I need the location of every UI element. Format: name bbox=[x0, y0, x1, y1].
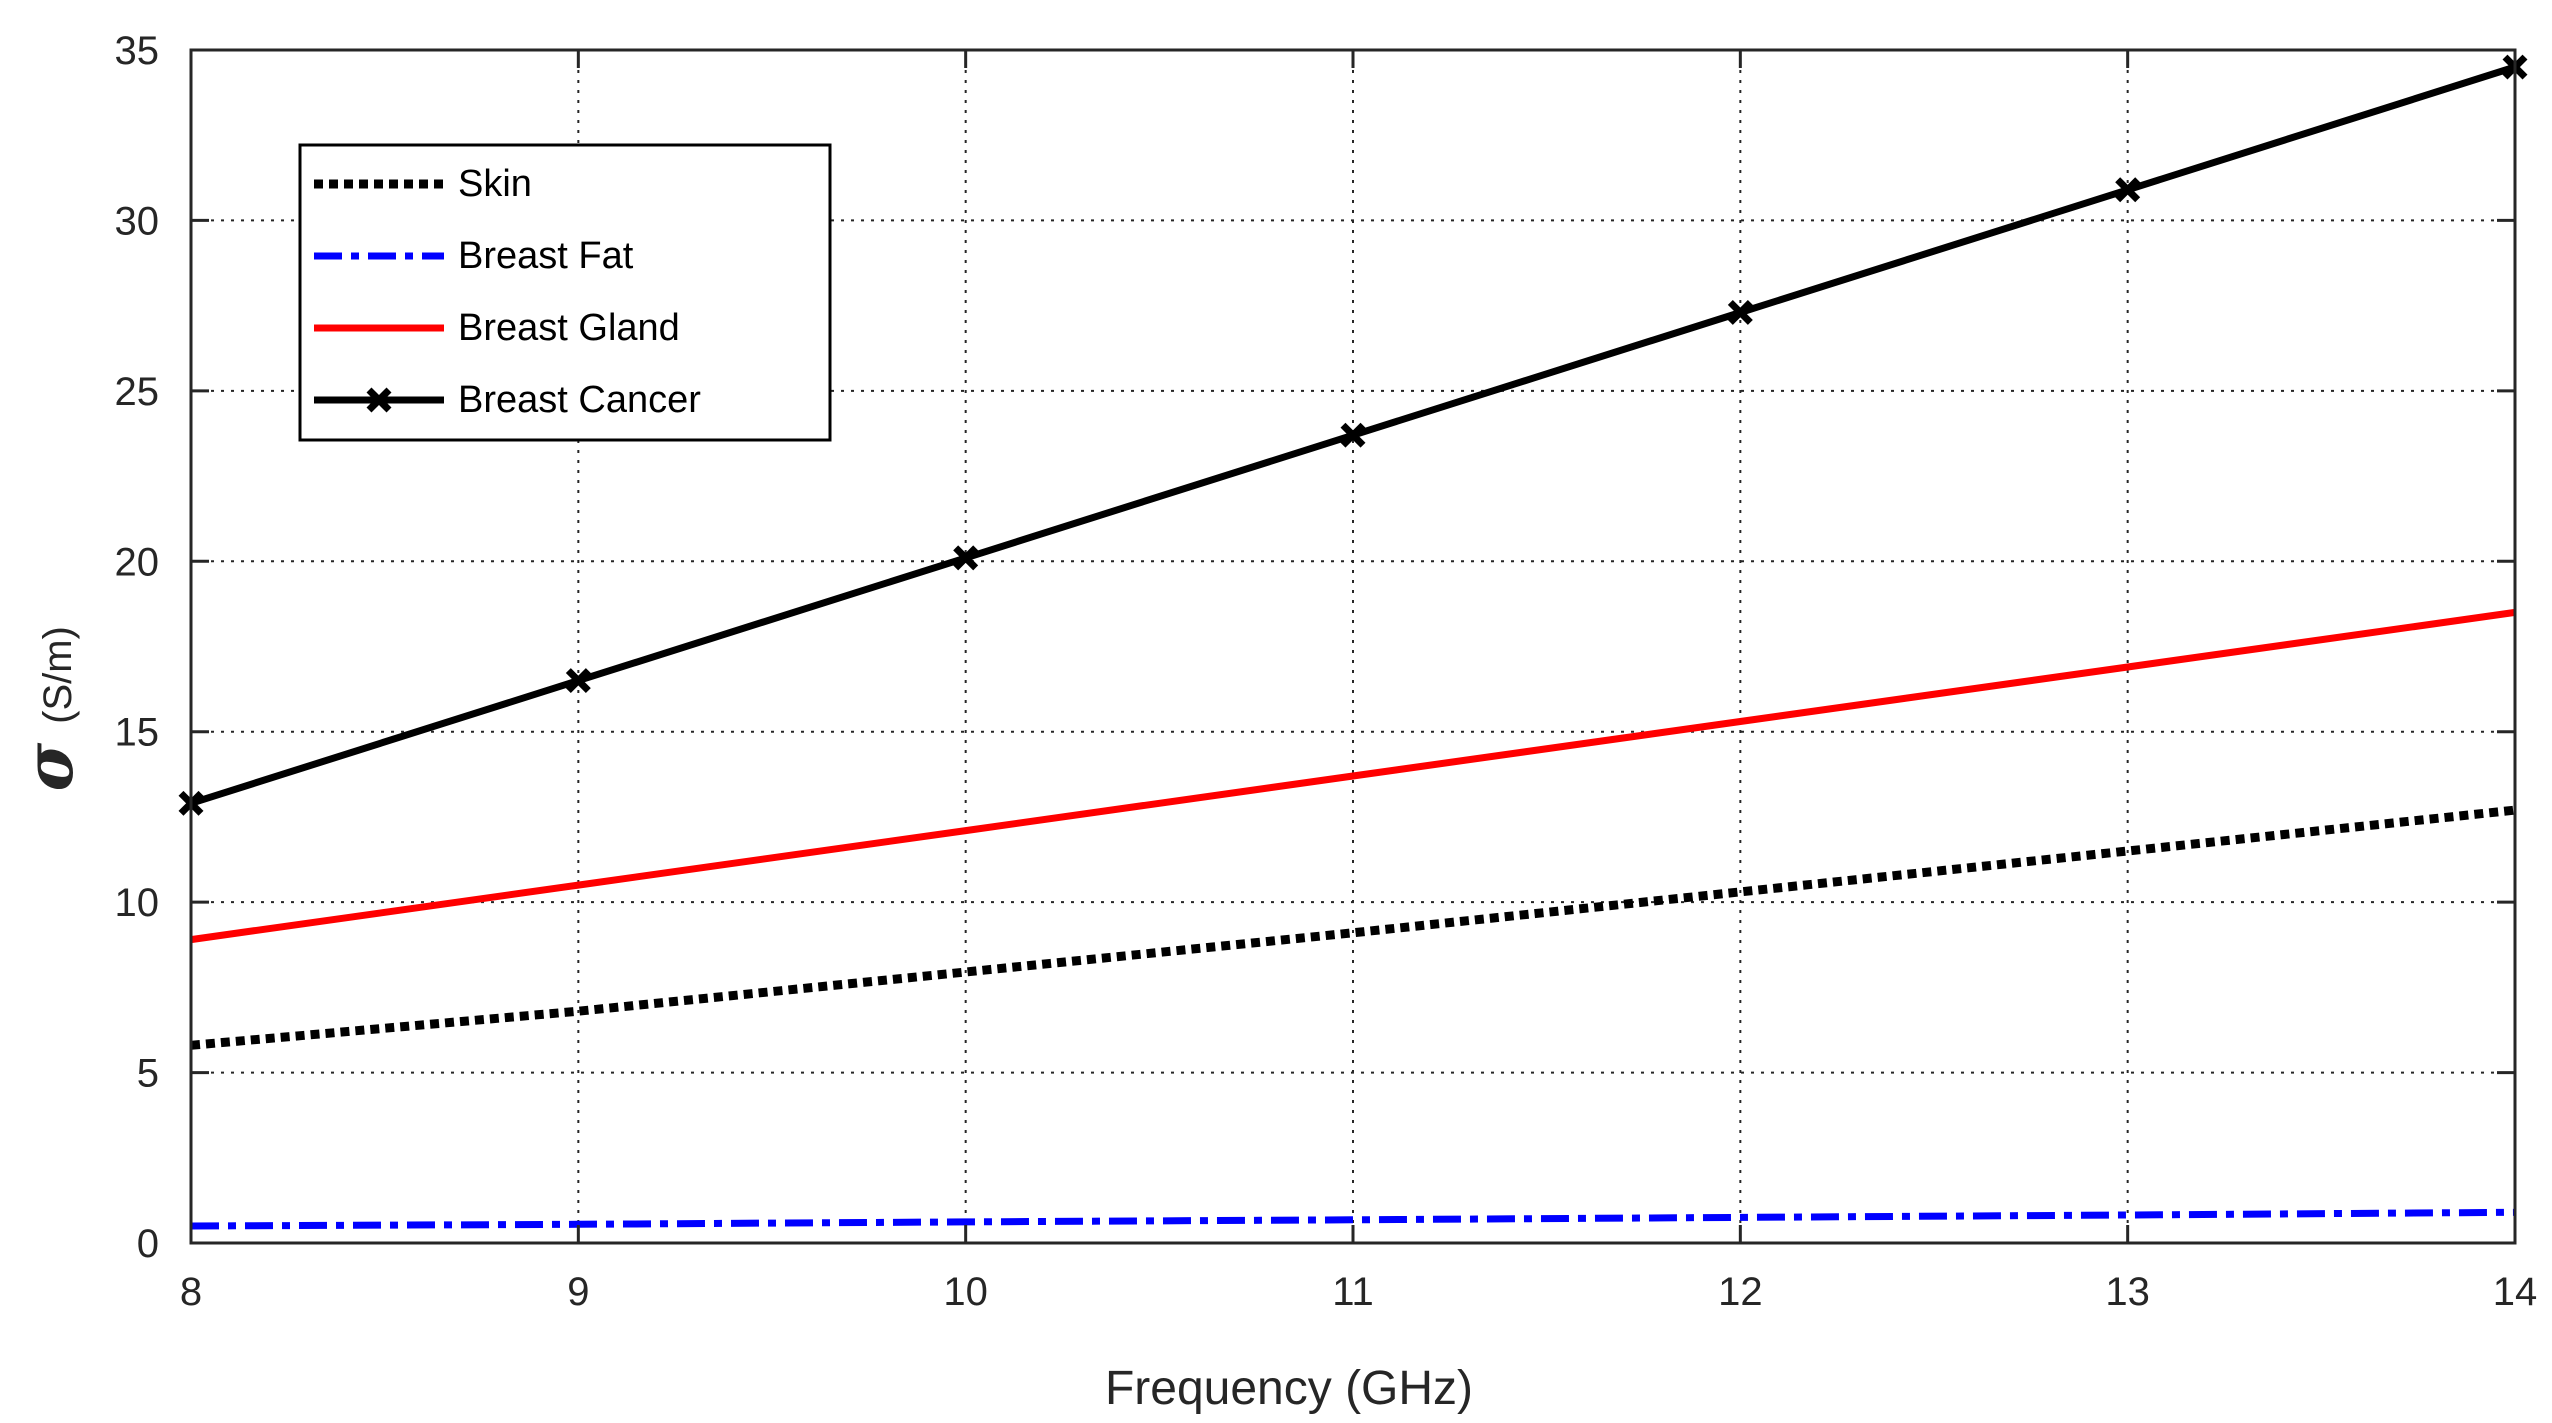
series-layer bbox=[178, 54, 2528, 1230]
data-point-marker bbox=[953, 545, 979, 571]
series-breast-gland-line bbox=[190, 608, 2516, 944]
y-tick-label: 15 bbox=[115, 711, 160, 755]
ticks bbox=[189, 48, 2517, 1245]
y-tick-label: 10 bbox=[115, 881, 160, 925]
legend: Skin Breast Fat Breast Gland Breast Cancer bbox=[298, 143, 832, 442]
y-tick-label: 5 bbox=[137, 1052, 159, 1096]
x-tick-label: 8 bbox=[180, 1270, 202, 1314]
x-tick-label: 10 bbox=[943, 1270, 988, 1314]
y-axis-symbol: σ bbox=[10, 742, 88, 791]
tick-labels: 8 9 10 11 12 13 14 0 5 10 15 20 25 30 35 bbox=[115, 29, 2538, 1314]
data-point-marker bbox=[2115, 177, 2141, 203]
legend-label-breast-cancer: Breast Cancer bbox=[458, 379, 701, 421]
x-tick-label: 12 bbox=[1718, 1270, 1763, 1314]
data-point-marker bbox=[1727, 299, 1753, 325]
data-point-marker bbox=[1340, 422, 1366, 448]
y-tick-label: 30 bbox=[115, 199, 160, 243]
y-axis-title: σ (S/m) bbox=[10, 626, 88, 791]
legend-item-breast-fat: Breast Fat bbox=[314, 235, 634, 277]
legend-label-breast-fat: Breast Fat bbox=[458, 235, 634, 277]
data-point-marker bbox=[565, 668, 591, 694]
legend-item-skin: Skin bbox=[314, 163, 532, 205]
y-tick-label: 20 bbox=[115, 540, 160, 584]
y-tick-label: 0 bbox=[137, 1222, 159, 1266]
legend-label-breast-gland: Breast Gland bbox=[458, 307, 680, 349]
x-tick-label: 13 bbox=[2105, 1270, 2150, 1314]
data-point-marker bbox=[366, 387, 392, 413]
y-tick-label: 25 bbox=[115, 370, 160, 414]
grid bbox=[191, 50, 2515, 1243]
x-tick-label: 9 bbox=[567, 1270, 589, 1314]
legend-item-breast-gland: Breast Gland bbox=[314, 307, 680, 349]
x-tick-label: 11 bbox=[1332, 1270, 1374, 1314]
legend-label-skin: Skin bbox=[458, 163, 532, 205]
y-tick-label: 35 bbox=[115, 29, 160, 73]
y-axis-unit: (S/m) bbox=[36, 626, 80, 724]
x-axis-title: Frequency (GHz) bbox=[1105, 1362, 1473, 1415]
legend-item-breast-cancer: Breast Cancer bbox=[314, 379, 701, 421]
series-breast-fat-line bbox=[190, 1208, 2516, 1230]
x-tick-label: 14 bbox=[2493, 1270, 2538, 1314]
